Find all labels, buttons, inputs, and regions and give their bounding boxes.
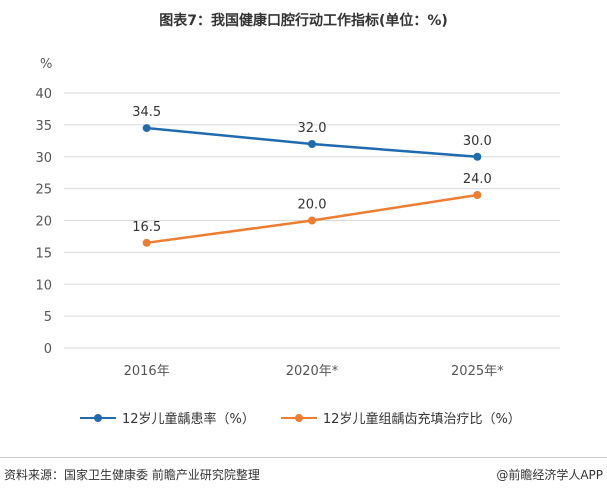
x-tick-label: 2020年* [286,364,339,379]
y-tick-label: 0 [44,342,52,357]
legend-item-filling-ratio: 12岁儿童组龋齿充填治疗比（%） [280,408,521,427]
data-point [473,152,482,161]
legend-label-filling-ratio: 12岁儿童组龋齿充填治疗比（%） [322,412,521,427]
footer-divider [0,457,607,458]
x-tick-label: 2016年 [124,364,170,379]
y-tick-labels: 0 5 10 15 20 25 30 35 40 [35,87,52,357]
brand-credit: @前瞻经济学人APP [496,468,603,482]
series-group: 34.5 32.0 30.0 16.5 20.0 24.0 [132,105,492,247]
x-tick-label: 2025年* [451,364,504,379]
data-point [308,140,316,148]
y-tick-label: 30 [35,151,52,166]
legend-item-caries-rate: 12岁儿童龋患率（%） [80,408,255,427]
data-label: 16.5 [132,220,161,235]
legend-label-caries-rate: 12岁儿童龋患率（%） [122,412,255,427]
data-label: 32.0 [298,121,327,136]
y-tick-label: 25 [35,183,52,198]
chart-title: 图表7：我国健康口腔行动工作指标(单位：%) [159,13,448,29]
legend-swatch-caries-rate [80,412,116,424]
y-tick-label: 40 [35,87,52,102]
legend: 12岁儿童龋患率（%） 12岁儿童组龋齿充填治疗比（%） [80,408,547,427]
line-chart: % 0 5 10 15 20 25 30 35 40 2016年 2020年* 2025年* 34.… [35,57,560,379]
data-label: 24.0 [463,172,492,187]
x-tick-labels: 2016年 2020年* 2025年* [124,364,505,379]
data-point [308,216,316,225]
data-label: 34.5 [132,105,161,120]
data-point [142,238,151,247]
data-point [142,124,151,133]
data-label: 30.0 [463,134,492,149]
y-tick-label: 35 [35,119,52,134]
y-tick-label: 15 [35,246,52,261]
source-note: 资料来源：国家卫生健康委 前瞻产业研究院整理 [4,468,260,482]
data-label: 20.0 [298,198,327,213]
data-point [473,191,482,199]
y-tick-label: 10 [35,278,52,293]
y-tick-label: 20 [35,215,52,230]
y-axis-unit: % [40,57,52,72]
y-tick-label: 5 [44,310,52,325]
legend-swatch-filling-ratio [280,412,317,424]
